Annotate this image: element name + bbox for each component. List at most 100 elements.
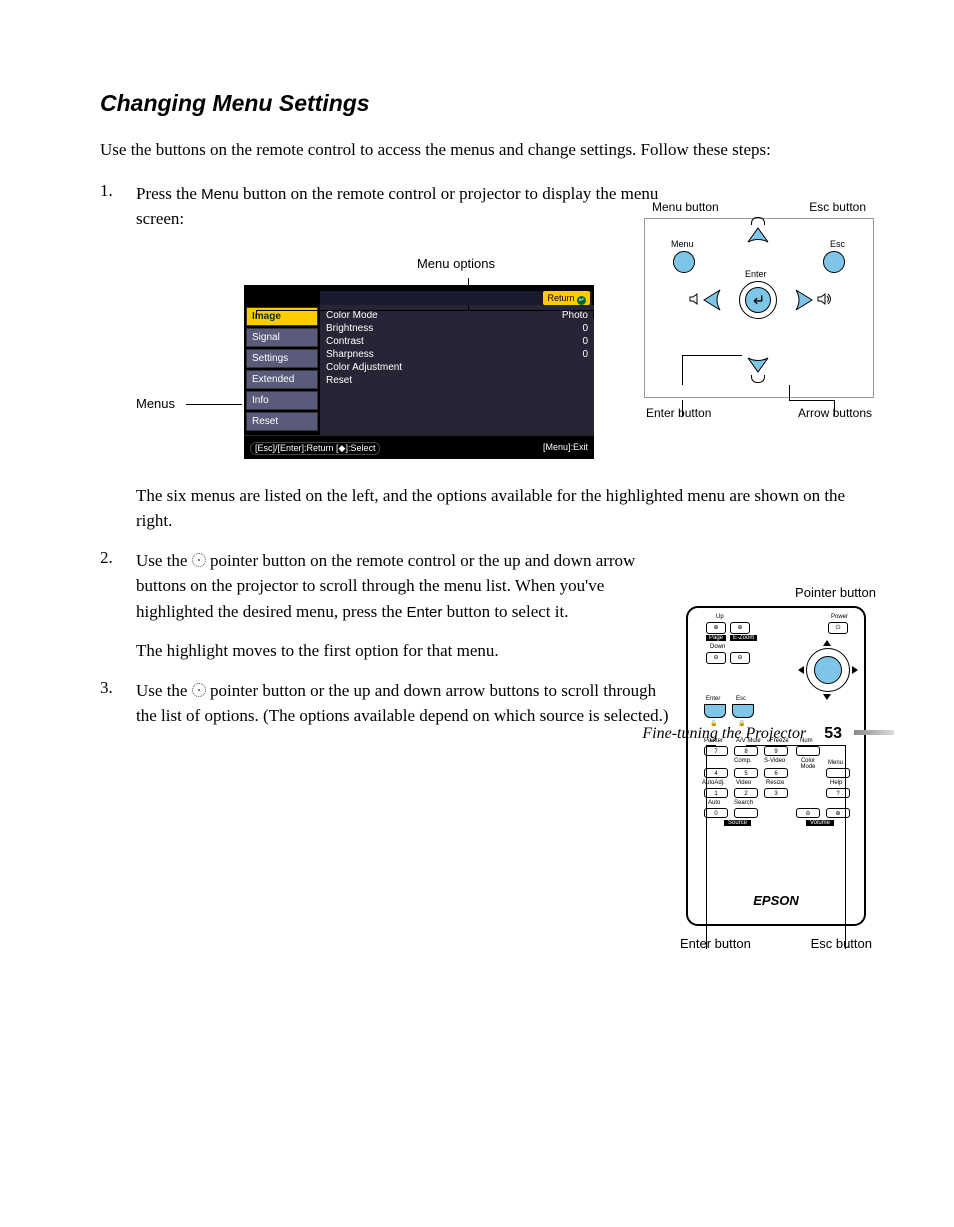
rc-label: Down xyxy=(710,644,725,650)
leader-line xyxy=(682,355,742,356)
rc-num-button[interactable]: 6 xyxy=(764,768,788,778)
rc-num-button[interactable] xyxy=(796,746,820,756)
leader-line xyxy=(682,400,683,416)
rc-label: Page xyxy=(706,635,726,641)
osd-option-row[interactable]: Reset xyxy=(326,374,588,387)
rc-search-button[interactable] xyxy=(734,808,758,818)
osd-menu-item[interactable]: Info xyxy=(246,391,318,410)
keystone-icon xyxy=(751,375,765,383)
leader-line xyxy=(834,400,835,416)
panel-label-menu-button: Menu button xyxy=(652,200,719,214)
rc-button[interactable]: ⊖ xyxy=(730,652,750,664)
leader-line xyxy=(593,310,594,318)
rc-vol-up[interactable]: ⊕ xyxy=(826,808,850,818)
leader-line xyxy=(746,745,846,746)
footer-title: Fine-tuning the Projector xyxy=(642,725,806,742)
rc-num-button[interactable]: 9 xyxy=(764,746,788,756)
return-label: Return xyxy=(547,293,574,303)
opt-val: 0 xyxy=(582,349,588,360)
return-button[interactable]: Return ↵ xyxy=(543,291,590,305)
rc-menu-button[interactable] xyxy=(826,768,850,778)
opt-key: Contrast xyxy=(326,336,364,347)
arrow-icon xyxy=(798,666,804,674)
leader-line xyxy=(789,400,834,401)
cp-esc-label: Esc xyxy=(830,239,845,249)
osd-menu-item[interactable]: Reset xyxy=(246,412,318,431)
panel-box: Menu Esc Enter xyxy=(644,218,874,398)
osd-screen: Return ↵ Image Signal Settings Extended … xyxy=(244,285,594,459)
rc-label: Esc xyxy=(736,696,746,702)
leader-line xyxy=(845,935,846,949)
leader-line xyxy=(682,355,683,385)
opt-key: Sharpness xyxy=(326,349,374,360)
opt-val: 0 xyxy=(582,323,588,334)
rc-label: Color Mode xyxy=(794,758,822,770)
rc-label: Auto xyxy=(708,800,720,806)
rc-num-button[interactable]: 8 xyxy=(734,746,758,756)
rc-num-button[interactable]: 7 xyxy=(704,746,728,756)
rc-vol-down[interactable]: ⊖ xyxy=(796,808,820,818)
rc-button[interactable]: ⊕ xyxy=(730,622,750,634)
leader-line xyxy=(706,745,707,935)
rc-num-button[interactable]: 3 xyxy=(764,788,788,798)
osd-menu-item[interactable]: Settings xyxy=(246,349,318,368)
osd-menu-list: Image Signal Settings Extended Info Rese… xyxy=(244,305,320,435)
right-arrow-button[interactable] xyxy=(793,287,815,313)
pointer-button[interactable] xyxy=(814,656,842,684)
opt-key: Brightness xyxy=(326,323,373,334)
osd-option-row[interactable]: Contrast0 xyxy=(326,335,588,348)
rc-label: Search xyxy=(734,800,753,806)
opt-key: Color Mode xyxy=(326,310,378,321)
step-1-cont: The six menus are listed on the left, an… xyxy=(136,483,859,534)
panel-label-enter-button: Enter button xyxy=(646,406,711,420)
left-arrow-button[interactable] xyxy=(701,287,723,313)
rc-help-button[interactable]: ? xyxy=(826,788,850,798)
rc-button[interactable]: ⊖ xyxy=(706,652,726,664)
esc-button[interactable] xyxy=(732,704,754,718)
leader-line xyxy=(256,310,257,318)
remote-label-esc: Esc button xyxy=(811,936,872,951)
page-number: 53 xyxy=(824,725,842,742)
step-number: 2. xyxy=(100,548,136,625)
enter-button[interactable] xyxy=(745,287,771,313)
rc-num-button[interactable]: 4 xyxy=(704,768,728,778)
rc-num-button[interactable]: 0 xyxy=(704,808,728,818)
osd-footer: [Esc]/[Enter]:Return [◆]:Select [Menu]:E… xyxy=(244,435,594,459)
step-2-cont: The highlight moves to the first option … xyxy=(136,638,716,664)
step-number: 3. xyxy=(100,678,136,729)
cp-menu-label: Menu xyxy=(671,239,694,249)
rc-label: Resize xyxy=(766,780,784,786)
rc-num-button[interactable]: 1 xyxy=(704,788,728,798)
rc-label: Video xyxy=(736,780,751,786)
osd-footer-right: [Menu]:Exit xyxy=(543,442,588,455)
rc-label: Enter xyxy=(706,696,720,702)
rc-num-button[interactable]: 5 xyxy=(734,768,758,778)
arrow-icon xyxy=(852,666,858,674)
enter-word: Enter xyxy=(407,604,443,621)
step-text: Use the xyxy=(136,681,192,700)
osd-option-row[interactable]: Color Adjustment xyxy=(326,361,588,374)
speaker-icon xyxy=(689,293,701,305)
remote-body: ⊕ ⊕ Power ⏻ Page E-Zoom Up Down ⊖ ⊖ Ente… xyxy=(686,606,866,926)
rc-label: Volume xyxy=(806,820,834,826)
footer-bar-icon xyxy=(854,730,894,735)
down-arrow-button[interactable] xyxy=(745,355,771,375)
rc-label: S-Video xyxy=(764,758,785,764)
esc-button[interactable] xyxy=(823,251,845,273)
menu-button[interactable] xyxy=(673,251,695,273)
osd-figure: Menu options Menus Return ↵ Image Signal… xyxy=(136,256,616,459)
osd-menu-item[interactable]: Signal xyxy=(246,328,318,347)
osd-option-row[interactable]: Brightness 0 xyxy=(326,322,588,335)
enter-button[interactable] xyxy=(704,704,726,718)
rc-num-button[interactable]: 2 xyxy=(734,788,758,798)
rc-label: E-Zoom xyxy=(730,635,757,641)
leader-line xyxy=(845,745,846,935)
osd-option-row[interactable]: Sharpness 0 xyxy=(326,348,588,361)
leader-line xyxy=(706,935,707,949)
osd-menu-item[interactable]: Extended xyxy=(246,370,318,389)
up-arrow-button[interactable] xyxy=(745,225,771,245)
power-button[interactable]: ⏻ xyxy=(828,622,848,634)
rc-label: Comp. xyxy=(734,758,752,764)
rc-button[interactable]: ⊕ xyxy=(706,622,726,634)
leader-line xyxy=(186,404,242,405)
